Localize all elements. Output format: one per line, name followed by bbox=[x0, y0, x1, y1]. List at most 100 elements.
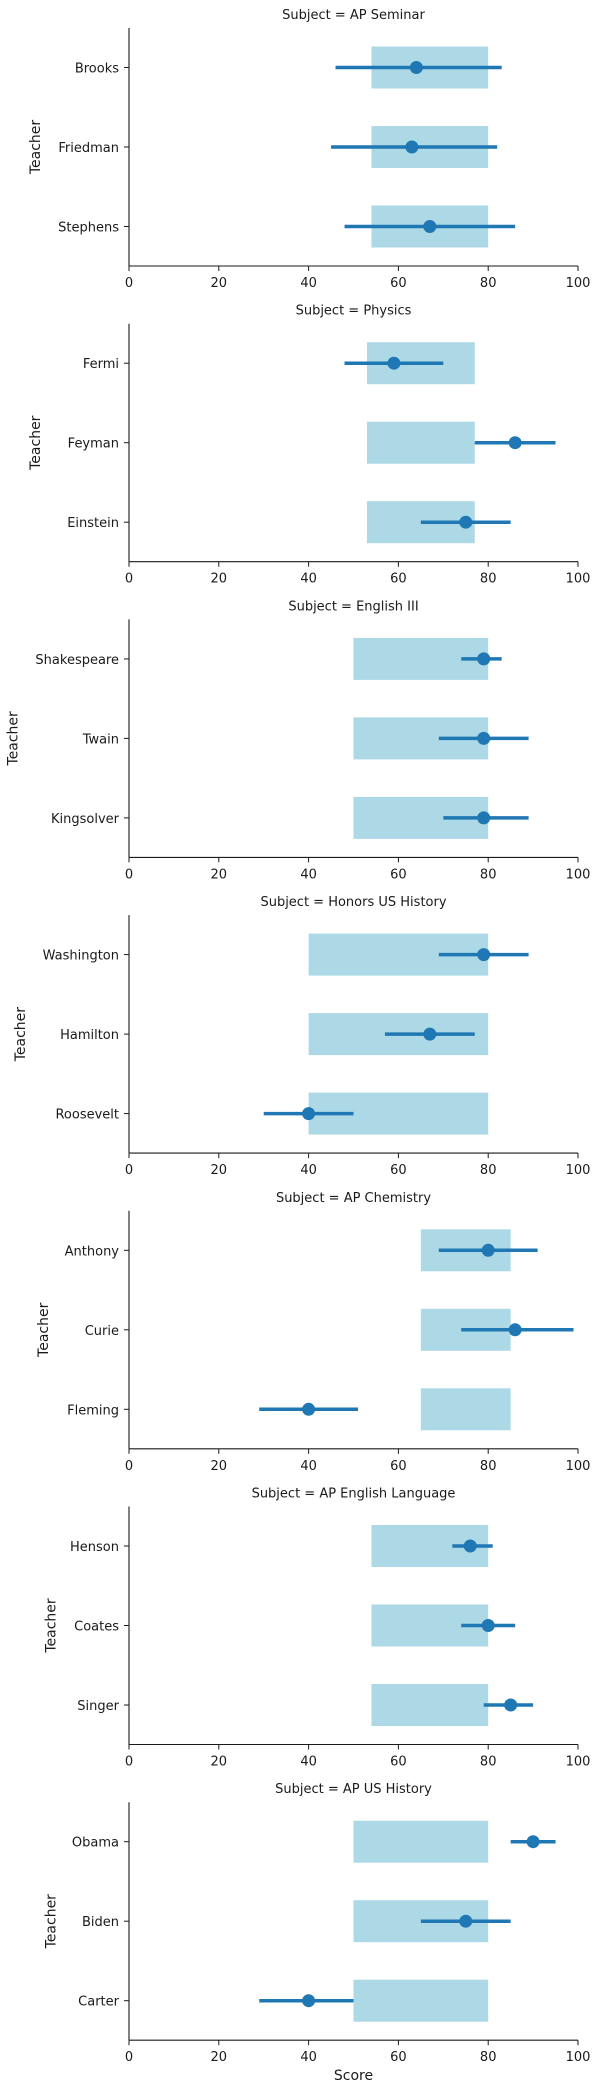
y-axis-label: Teacher bbox=[5, 711, 21, 767]
x-tick-label: 80 bbox=[480, 1459, 497, 1474]
x-tick-label: 40 bbox=[300, 867, 317, 882]
range-band bbox=[353, 1979, 489, 2022]
y-axis-label: Teacher bbox=[28, 120, 44, 176]
mean-point bbox=[387, 356, 401, 370]
x-tick-label: 40 bbox=[300, 1163, 317, 1178]
y-tick-label: Twain bbox=[82, 732, 119, 747]
x-tick-label: 100 bbox=[566, 572, 591, 587]
x-tick-label: 80 bbox=[480, 2050, 497, 2065]
y-tick-label: Henson bbox=[70, 1540, 119, 1555]
y-tick-label: Obama bbox=[72, 1836, 119, 1851]
y-tick-label: Fleming bbox=[67, 1403, 119, 1418]
y-tick-label: Washington bbox=[43, 949, 119, 964]
mean-point bbox=[459, 1914, 473, 1928]
x-tick-label: 0 bbox=[125, 1755, 133, 1770]
x-tick-label: 40 bbox=[300, 1755, 317, 1770]
x-tick-label: 40 bbox=[300, 1459, 317, 1474]
x-tick-label: 60 bbox=[390, 867, 407, 882]
mean-point bbox=[477, 652, 491, 666]
mean-point bbox=[477, 731, 491, 745]
y-axis-label: Teacher bbox=[13, 1007, 29, 1063]
x-tick-label: 60 bbox=[390, 1163, 407, 1178]
x-tick-label: 20 bbox=[211, 276, 228, 291]
range-band bbox=[353, 1820, 489, 1863]
facet-title: Subject = AP Seminar bbox=[282, 8, 425, 23]
x-axis-label: Score bbox=[334, 2068, 373, 2084]
x-tick-label: 40 bbox=[300, 276, 317, 291]
y-tick-label: Einstein bbox=[67, 516, 119, 531]
x-tick-label: 20 bbox=[211, 1163, 228, 1178]
x-tick-label: 60 bbox=[390, 276, 407, 291]
range-band bbox=[366, 421, 475, 464]
mean-point bbox=[504, 1698, 518, 1712]
y-tick-label: Singer bbox=[77, 1699, 119, 1714]
x-tick-label: 0 bbox=[125, 276, 133, 291]
mean-point bbox=[508, 1323, 522, 1337]
facet-title: Subject = AP English Language bbox=[252, 1487, 456, 1502]
y-tick-label: Brooks bbox=[75, 62, 119, 77]
facet-title: Subject = Honors US History bbox=[260, 895, 446, 910]
x-tick-label: 40 bbox=[300, 572, 317, 587]
y-axis-label: Teacher bbox=[43, 1598, 59, 1654]
y-tick-label: Feyman bbox=[68, 437, 119, 452]
x-tick-label: 0 bbox=[125, 1163, 133, 1178]
facet-title: Subject = AP Chemistry bbox=[276, 1191, 431, 1206]
x-tick-label: 20 bbox=[211, 1459, 228, 1474]
y-tick-label: Coates bbox=[74, 1620, 119, 1635]
x-tick-label: 0 bbox=[125, 1459, 133, 1474]
mean-point bbox=[423, 1027, 437, 1041]
y-tick-label: Hamilton bbox=[60, 1028, 119, 1043]
y-axis-label: Teacher bbox=[28, 415, 44, 471]
x-tick-label: 100 bbox=[566, 1163, 591, 1178]
mean-point bbox=[477, 948, 491, 962]
x-tick-label: 20 bbox=[211, 1755, 228, 1770]
mean-point bbox=[302, 1994, 316, 2008]
mean-point bbox=[409, 61, 423, 75]
x-tick-label: 100 bbox=[566, 1755, 591, 1770]
y-tick-label: Fermi bbox=[83, 357, 119, 372]
mean-point bbox=[302, 1107, 316, 1121]
y-tick-label: Friedman bbox=[58, 141, 119, 156]
y-axis-label: Teacher bbox=[43, 1894, 59, 1950]
x-tick-label: 100 bbox=[566, 1459, 591, 1474]
x-tick-label: 100 bbox=[566, 276, 591, 291]
mean-point bbox=[405, 140, 419, 154]
y-tick-label: Anthony bbox=[65, 1244, 120, 1259]
mean-point bbox=[508, 436, 522, 450]
y-tick-label: Roosevelt bbox=[55, 1108, 119, 1123]
x-tick-label: 20 bbox=[211, 2050, 228, 2065]
x-tick-label: 80 bbox=[480, 1755, 497, 1770]
y-tick-label: Carter bbox=[78, 1995, 119, 2010]
x-tick-label: 40 bbox=[300, 2050, 317, 2065]
range-band bbox=[371, 1683, 489, 1726]
y-axis-label: Teacher bbox=[36, 1302, 52, 1358]
x-tick-label: 20 bbox=[211, 867, 228, 882]
y-tick-label: Curie bbox=[85, 1324, 119, 1339]
x-tick-label: 60 bbox=[390, 1459, 407, 1474]
mean-point bbox=[459, 515, 473, 529]
mean-point bbox=[481, 1619, 495, 1632]
mean-point bbox=[463, 1539, 477, 1553]
x-tick-label: 80 bbox=[480, 276, 497, 291]
x-tick-label: 100 bbox=[566, 867, 591, 882]
mean-point bbox=[477, 811, 491, 825]
x-tick-label: 100 bbox=[566, 2050, 591, 2065]
x-tick-label: 20 bbox=[211, 572, 228, 587]
x-tick-label: 80 bbox=[480, 867, 497, 882]
y-tick-label: Shakespeare bbox=[35, 653, 119, 668]
mean-point bbox=[423, 219, 437, 233]
mean-point bbox=[302, 1402, 316, 1416]
x-tick-label: 0 bbox=[125, 572, 133, 587]
x-tick-label: 60 bbox=[390, 572, 407, 587]
facet-title: Subject = English III bbox=[288, 599, 418, 614]
mean-point bbox=[481, 1243, 495, 1257]
mean-point bbox=[526, 1835, 540, 1849]
y-tick-label: Biden bbox=[82, 1915, 119, 1930]
range-band bbox=[420, 1388, 511, 1431]
y-tick-label: Kingsolver bbox=[51, 812, 120, 827]
x-tick-label: 60 bbox=[390, 1755, 407, 1770]
x-tick-label: 0 bbox=[125, 2050, 133, 2065]
facet-title: Subject = Physics bbox=[296, 304, 412, 319]
facet-title: Subject = AP US History bbox=[275, 1782, 432, 1797]
